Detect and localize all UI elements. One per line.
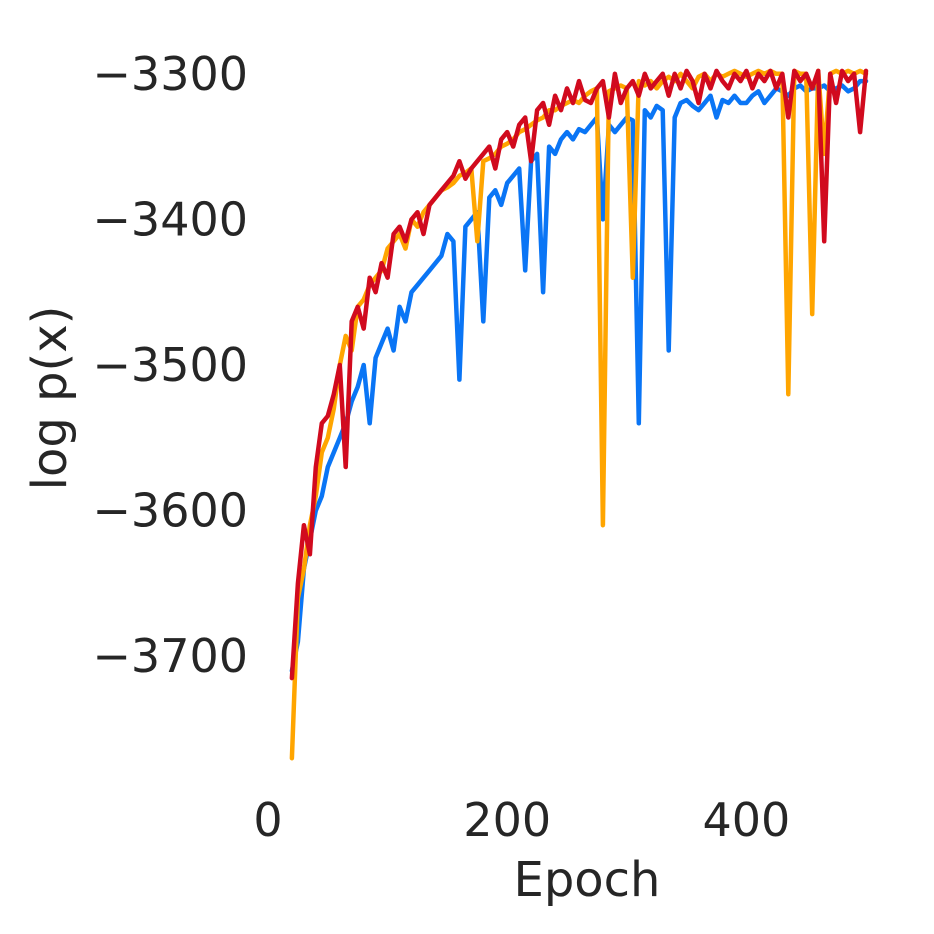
y-axis-tick-labels: −3300 −3400 −3500 −3600 −3700 <box>92 47 248 683</box>
series-line-1 <box>289 78 869 674</box>
series-lines <box>289 68 869 761</box>
x-tick-label: 400 <box>703 793 791 847</box>
y-tick-label: −3300 <box>92 47 248 101</box>
x-axis-tick-labels: 0 200 400 <box>253 793 790 847</box>
y-axis-label: log p(x) <box>22 306 78 491</box>
x-tick-label: 0 <box>253 793 282 847</box>
y-tick-label: −3600 <box>92 484 248 538</box>
x-axis-label: Epoch <box>514 852 661 908</box>
y-tick-label: −3700 <box>92 629 248 683</box>
series-line-3 <box>289 68 869 681</box>
y-tick-label: −3400 <box>92 192 248 246</box>
y-tick-label: −3500 <box>92 338 248 392</box>
x-tick-label: 200 <box>463 793 551 847</box>
